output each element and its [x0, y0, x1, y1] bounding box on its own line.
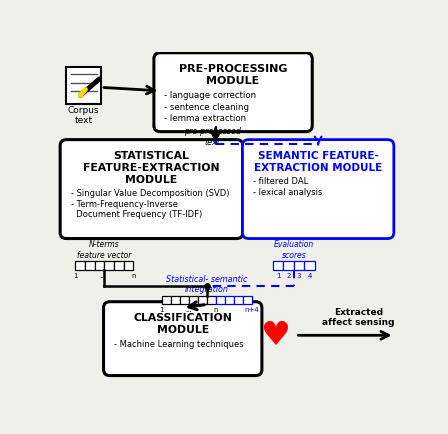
Text: - Term-Frequency-Inverse
  Document Frequency (TF-IDF): - Term-Frequency-Inverse Document Freque…	[71, 200, 202, 219]
Bar	[180, 296, 189, 304]
Text: - lexical analysis: - lexical analysis	[253, 188, 322, 197]
Bar	[189, 296, 198, 304]
Text: ...: ...	[185, 307, 192, 313]
Text: Evaluation
scores: Evaluation scores	[274, 240, 314, 260]
Text: pre-processed
text: pre-processed text	[184, 127, 241, 147]
Text: n: n	[131, 273, 136, 279]
Text: Extracted
affect sensing: Extracted affect sensing	[322, 308, 395, 327]
Text: n+4: n+4	[245, 307, 259, 313]
Text: - language correction: - language correction	[164, 91, 256, 100]
Bar	[234, 296, 243, 304]
Bar	[124, 261, 134, 270]
Text: PRE-PROCESSING
MODULE: PRE-PROCESSING MODULE	[179, 64, 287, 86]
Text: CLASSIFICATION
MODULE: CLASSIFICATION MODULE	[134, 313, 232, 335]
Text: - lemma extraction: - lemma extraction	[164, 114, 246, 123]
Text: - filtered DAL: - filtered DAL	[253, 177, 308, 186]
Bar	[95, 261, 104, 270]
Text: Statistical- semantic
integration: Statistical- semantic integration	[166, 275, 248, 294]
Text: SEMANTIC FEATURE-
EXTRACTION MODULE: SEMANTIC FEATURE- EXTRACTION MODULE	[254, 151, 382, 173]
Text: 1: 1	[159, 307, 164, 313]
Bar	[85, 261, 95, 270]
Text: - Singular Value Decomposition (SVD): - Singular Value Decomposition (SVD)	[71, 188, 229, 197]
Bar	[225, 296, 234, 304]
Bar	[66, 67, 101, 104]
Bar	[284, 261, 294, 270]
Bar	[162, 296, 171, 304]
Text: 2: 2	[286, 273, 291, 279]
Bar	[243, 296, 252, 304]
Text: ♥: ♥	[260, 319, 290, 352]
Bar	[75, 261, 85, 270]
Text: n: n	[214, 307, 218, 313]
Bar	[294, 261, 304, 270]
Bar	[273, 261, 284, 270]
Text: ...: ...	[99, 273, 106, 279]
Bar	[104, 261, 114, 270]
Bar	[216, 296, 225, 304]
Text: - sentence cleaning: - sentence cleaning	[164, 102, 250, 112]
Text: N-terms
feature vector: N-terms feature vector	[77, 240, 131, 260]
FancyBboxPatch shape	[103, 302, 262, 375]
Bar	[207, 296, 216, 304]
Bar	[171, 296, 180, 304]
Text: 1: 1	[73, 273, 78, 279]
Bar	[114, 261, 124, 270]
Text: 3: 3	[297, 273, 302, 279]
Text: STATISTICAL
FEATURE-EXTRACTION
MODULE: STATISTICAL FEATURE-EXTRACTION MODULE	[83, 151, 220, 185]
Text: Corpus
text: Corpus text	[68, 105, 99, 125]
Text: 4: 4	[307, 273, 312, 279]
Text: - Machine Learning techniques: - Machine Learning techniques	[114, 340, 244, 349]
Bar	[198, 296, 207, 304]
Text: 1: 1	[276, 273, 280, 279]
FancyBboxPatch shape	[242, 140, 394, 239]
FancyBboxPatch shape	[60, 140, 243, 239]
FancyBboxPatch shape	[154, 53, 312, 132]
Bar	[304, 261, 314, 270]
